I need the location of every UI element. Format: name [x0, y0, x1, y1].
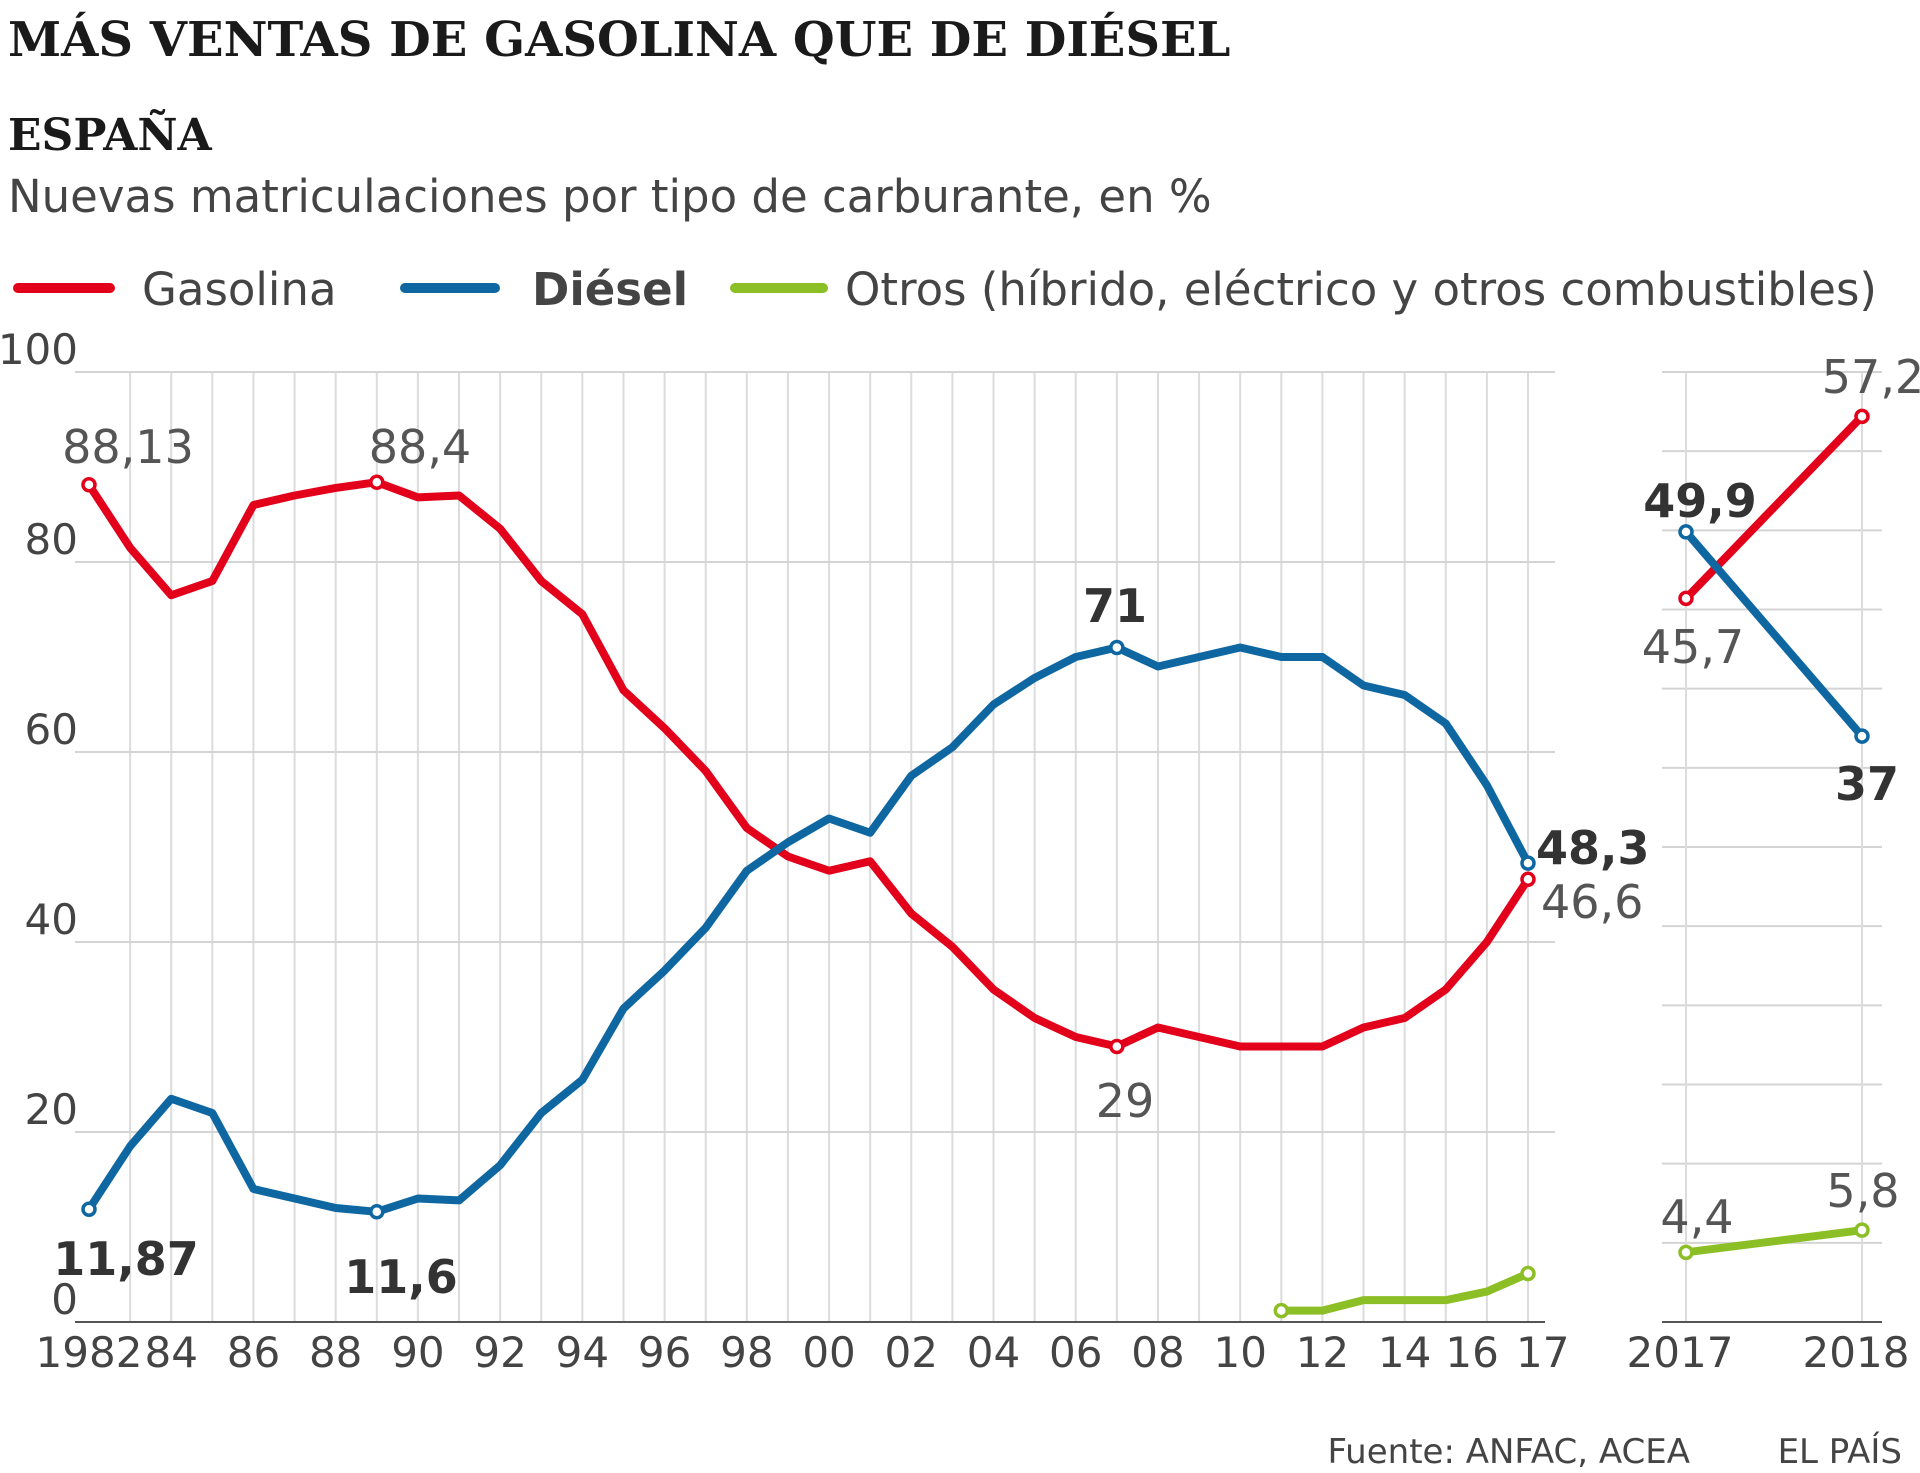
legend-label-otros: Otros (híbrido, eléctrico y otros combus…: [845, 263, 1877, 316]
annotation-gasolina-1989: 88,4: [369, 420, 471, 474]
legend-label-gasolina: Gasolina: [142, 263, 337, 316]
y-tick-40: 40: [25, 895, 78, 944]
series-line-gasolina: [85, 478, 1532, 1051]
marker-gasolina-2017: [1520, 871, 1536, 888]
x-tick-1984: 84: [145, 1328, 198, 1377]
main-chart-series: [81, 474, 1536, 1319]
inset-marker-gasolina-2017: [1678, 590, 1694, 607]
chart-subtitle: ESPAÑA: [8, 108, 213, 161]
inset-series-line-otros: [1682, 1226, 1866, 1257]
inset-marker-diesel-2018: [1854, 728, 1870, 744]
y-tick-100: 100: [0, 325, 78, 374]
inset-chart-series: [1678, 408, 1870, 1261]
marker-diesel-1989: [369, 1204, 385, 1220]
legend-label-diesel: Diésel: [532, 263, 688, 316]
annotation-gasolina-2007: 29: [1096, 1074, 1155, 1128]
x-tick-2016: 16: [1445, 1328, 1498, 1377]
marker-diesel-1982: [81, 1201, 97, 1217]
marker-diesel-2007: [1109, 639, 1125, 656]
marker-gasolina-1989: [369, 474, 385, 490]
annotation-diesel-2007: 71: [1083, 579, 1147, 633]
inset-chart-grid: [1662, 371, 1882, 1323]
credit: EL PAÍS: [1778, 1431, 1902, 1472]
source-note: Fuente: ANFAC, ACEA: [1327, 1432, 1690, 1472]
series-line-diesel: [85, 643, 1532, 1216]
annotation-diesel-2017: 48,3: [1536, 821, 1650, 875]
legend: Gasolina Diésel Otros (híbrido, eléctric…: [13, 263, 1877, 316]
annotation-diesel-1982: 11,87: [53, 1232, 199, 1286]
y-tick-80: 80: [25, 515, 78, 564]
x-tick-1990: 90: [391, 1328, 444, 1377]
main-chart-grid: [75, 371, 1555, 1323]
x-tick-2012: 12: [1296, 1328, 1349, 1377]
x-tick-2014: 14: [1378, 1328, 1431, 1377]
marker-gasolina-1982: [81, 477, 97, 493]
x-tick-1986: 86: [227, 1328, 280, 1377]
x-tick-1998: 98: [720, 1328, 773, 1377]
chart-title: MÁS VENTAS DE GASOLINA QUE DE DIÉSEL: [8, 11, 1230, 68]
y-tick-60: 60: [25, 705, 78, 754]
annotation-diesel-1989: 11,6: [344, 1250, 458, 1304]
inset-marker-diesel-2017: [1678, 524, 1694, 540]
annotation-inset-otros-2018: 5,8: [1826, 1164, 1899, 1218]
annotation-gasolina-2017: 46,6: [1541, 875, 1643, 929]
annotation-gasolina-1982: 88,13: [62, 420, 194, 474]
series-line-otros: [1277, 1269, 1532, 1315]
inset-series-line-diesel: [1682, 527, 1866, 741]
x-tick-1992: 92: [473, 1328, 526, 1377]
inset-marker-otros-2017: [1678, 1244, 1694, 1261]
inset-marker-gasolina-2018: [1854, 408, 1870, 425]
y-tick-20: 20: [25, 1085, 78, 1134]
chart-description: Nuevas matriculaciones por tipo de carbu…: [8, 170, 1212, 223]
x-tick-2008: 08: [1131, 1328, 1184, 1377]
marker-otros-2017: [1520, 1265, 1536, 1282]
inset-marker-otros-2018: [1854, 1222, 1870, 1238]
x-tick-1996: 96: [638, 1328, 691, 1377]
inset-chart-annotations: 49,9 45,7 57,2 37 4,4 5,8: [1642, 350, 1920, 1244]
annotation-inset-otros-2017: 4,4: [1660, 1190, 1733, 1244]
x-tick-2017: 17: [1516, 1328, 1569, 1377]
marker-gasolina-2007: [1109, 1038, 1125, 1055]
inset-x-tick-2017: 2017: [1627, 1328, 1734, 1377]
annotation-inset-diesel-2017: 49,9: [1643, 474, 1757, 528]
x-tick-2010: 10: [1213, 1328, 1266, 1377]
x-tick-1994: 94: [556, 1328, 609, 1377]
marker-otros-2011: [1273, 1302, 1290, 1319]
annotation-inset-diesel-2018: 37: [1835, 757, 1899, 811]
x-tick-1982: 1982: [36, 1328, 143, 1377]
marker-diesel-2017: [1520, 855, 1536, 871]
annotation-inset-gasolina-2017: 45,7: [1642, 620, 1744, 674]
main-chart-annotations: 88,13 88,4 11,87 11,6 71 29 48,3 46,6: [53, 420, 1649, 1304]
x-tick-2002: 02: [885, 1328, 938, 1377]
x-tick-2006: 06: [1049, 1328, 1102, 1377]
main-chart-ticks: 0 20 40 60 80 100 1982 84 86 88 90 92 94 96 98 00 02 04 06…: [0, 325, 1569, 1377]
inset-chart-ticks: 2017 2018: [1627, 1328, 1910, 1377]
x-tick-2000: 00: [802, 1328, 855, 1377]
y-tick-0: 0: [51, 1275, 78, 1324]
x-tick-2004: 04: [967, 1328, 1020, 1377]
x-tick-1988: 88: [309, 1328, 362, 1377]
inset-x-tick-2018: 2018: [1803, 1328, 1910, 1377]
annotation-inset-gasolina-2018: 57,2: [1822, 350, 1920, 404]
